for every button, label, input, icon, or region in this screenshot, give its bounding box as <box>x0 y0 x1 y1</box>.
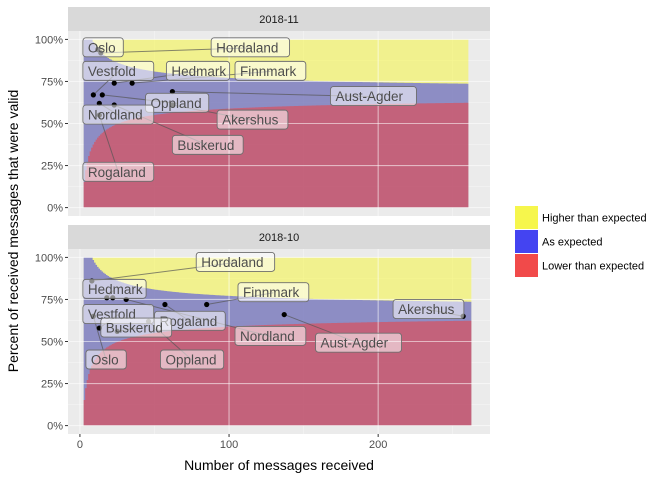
region-label-oslo: Oslo <box>88 40 116 55</box>
region-label-box <box>392 299 465 319</box>
facet-strip <box>68 7 490 31</box>
data-point-finnmark <box>129 80 135 86</box>
region-label-oppland: Oppland <box>151 96 202 111</box>
region-label-vestfold: Vestfold <box>88 64 136 79</box>
region-label-box <box>237 282 310 303</box>
y-tick-label: 50% <box>41 337 63 349</box>
region-label-box <box>82 278 147 299</box>
region-label-akershus: Akershus <box>222 113 279 128</box>
region-label-box <box>329 86 417 107</box>
region-label-box <box>234 326 307 346</box>
region-label-box <box>165 60 231 81</box>
region-label-box <box>145 92 210 113</box>
panel-2018-10: 2018-10 0% 25% 50% 75% 100% Hordaland Hedmark Fi… <box>35 225 490 434</box>
x-tick-label: 200 <box>369 439 387 451</box>
region-label-box <box>160 349 225 370</box>
data-point-vestfold <box>90 92 96 98</box>
legend-key-2 <box>515 254 538 277</box>
region-label-box <box>216 109 289 130</box>
legend: Higher than expected As expected Lower tha… <box>515 206 647 277</box>
region-label-oppland: Oppland <box>165 353 216 368</box>
region-label-rogaland: Rogaland <box>88 165 146 180</box>
y-tick-label: 0% <box>47 421 63 433</box>
y-tick-label: 25% <box>41 161 63 173</box>
x-tick-label: 100 <box>220 439 238 451</box>
y-tick-label: 100% <box>35 252 63 264</box>
legend-label: Lower than expected <box>542 261 644 273</box>
region-label-box <box>171 134 244 155</box>
band-lower-than-expected <box>83 102 469 208</box>
data-point-hedmark <box>111 80 117 86</box>
region-label-box <box>234 60 307 81</box>
region-label-hedmark: Hedmark <box>88 282 143 297</box>
x-axis-title: Number of messages received <box>184 457 374 473</box>
region-label-box <box>195 252 276 272</box>
data-point-rogaland <box>162 301 168 308</box>
y-tick-label: 100% <box>35 34 63 46</box>
region-label-finnmark: Finnmark <box>240 64 297 79</box>
region-label-hordaland: Hordaland <box>201 255 263 270</box>
y-tick-label: 25% <box>41 379 63 391</box>
legend-key-0 <box>515 206 538 229</box>
region-label-hordaland: Hordaland <box>216 40 278 55</box>
region-label-box <box>82 37 124 58</box>
region-label-box <box>82 60 155 81</box>
region-label-aust-agder: Aust-Agder <box>335 89 403 104</box>
y-tick-label: 50% <box>41 119 63 131</box>
region-label-hedmark: Hedmark <box>171 64 226 79</box>
legend-label: Higher than expected <box>542 213 647 225</box>
x-tick-label: 0 <box>77 439 83 451</box>
region-label-nordland: Nordland <box>240 329 295 344</box>
data-point-oppland <box>99 92 105 98</box>
region-label-aust-agder: Aust-Agder <box>321 336 389 351</box>
region-label-akershus: Akershus <box>398 302 455 317</box>
region-label-buskerud: Buskerud <box>177 138 234 153</box>
data-point-finnmark <box>204 301 210 308</box>
region-label-box <box>85 349 127 370</box>
y-tick-label: 75% <box>41 76 63 88</box>
panel-2018-11: 2018-11 0% 25% 50% 75% 100% Oslo Hordaland Vestf… <box>35 7 490 216</box>
facet-strip <box>68 225 490 249</box>
region-label-rogaland: Rogaland <box>159 314 217 329</box>
y-tick-label: 0% <box>47 203 63 215</box>
legend-key-1 <box>515 230 538 253</box>
region-label-finnmark: Finnmark <box>243 285 300 300</box>
region-label-box <box>82 104 155 125</box>
region-label-nordland: Nordland <box>88 108 143 123</box>
region-label-box <box>82 161 155 182</box>
y-tick-label: 75% <box>41 294 63 306</box>
legend-label: As expected <box>542 237 603 249</box>
facet-strip-label: 2018-10 <box>259 232 299 244</box>
region-label-box <box>100 317 173 338</box>
region-label-buskerud: Buskerud <box>106 321 163 336</box>
region-label-box <box>315 332 402 353</box>
data-point-aust-agder <box>281 311 287 318</box>
data-point-nordland <box>96 100 102 106</box>
data-point-aust-agder <box>169 88 175 95</box>
facet-strip-label: 2018-11 <box>259 14 299 26</box>
region-label-box <box>210 37 291 58</box>
y-axis-title: Percent of received messages that were v… <box>5 90 21 372</box>
region-label-oslo: Oslo <box>91 353 119 368</box>
